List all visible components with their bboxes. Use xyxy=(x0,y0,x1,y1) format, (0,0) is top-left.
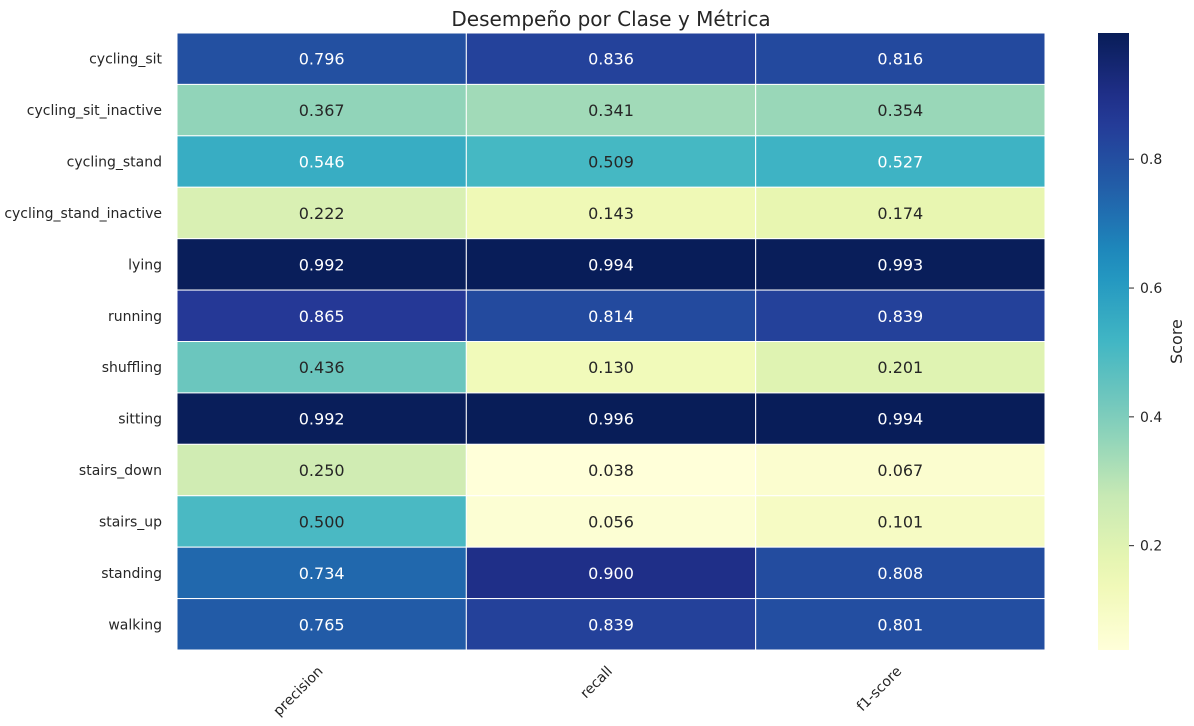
row-label: cycling_stand_inactive xyxy=(4,206,162,222)
cell-value-label: 0.865 xyxy=(299,307,345,326)
row-label: walking xyxy=(108,617,162,633)
heatmap-cell xyxy=(465,135,757,188)
heatmap-cell xyxy=(465,495,757,548)
cell-value-label: 0.367 xyxy=(299,101,345,120)
heatmap-cell xyxy=(755,83,1046,137)
colorbar-tick-label: 0.4 xyxy=(1140,410,1162,426)
row-label: stairs_up xyxy=(99,514,162,530)
heatmap-cell xyxy=(176,598,467,651)
heatmap-cell xyxy=(465,238,757,291)
cell-value-label: 0.354 xyxy=(877,101,923,120)
row-label: standing xyxy=(101,566,162,582)
cell-value-label: 0.808 xyxy=(877,564,923,583)
cell-value-label: 0.734 xyxy=(299,564,345,583)
heatmap-cell xyxy=(465,392,757,445)
cell-value-label: 0.993 xyxy=(877,255,923,274)
heatmap-cell xyxy=(176,83,467,137)
heatmap-cell xyxy=(755,598,1046,651)
colorbar-label: Score xyxy=(1167,319,1186,364)
row-label: sitting xyxy=(118,412,162,428)
cell-value-label: 0.250 xyxy=(299,461,345,480)
cell-value-label: 0.839 xyxy=(588,615,634,634)
cell-value-label: 0.143 xyxy=(588,204,634,223)
heatmap-cell xyxy=(755,289,1046,343)
cell-value-label: 0.222 xyxy=(299,204,345,223)
column-label: precision xyxy=(271,664,327,720)
colorbar-tick-label: 0.8 xyxy=(1140,152,1162,168)
cell-value-label: 0.996 xyxy=(588,410,634,429)
cell-value-label: 0.130 xyxy=(588,358,634,377)
heatmap-cell xyxy=(465,289,757,343)
cell-value-label: 0.038 xyxy=(588,461,634,480)
cell-value-label: 0.546 xyxy=(299,153,345,172)
cell-value-label: 0.056 xyxy=(588,512,634,531)
heatmap-cell xyxy=(176,495,467,548)
heatmap-cell xyxy=(465,598,757,651)
heatmap-cells: 0.796 0.836 0.816 0.367 0.341 0.354 0.546 0.509… xyxy=(176,32,1046,651)
cell-value-label: 0.067 xyxy=(877,461,923,480)
heatmap-cell xyxy=(755,341,1046,394)
heatmap-cell xyxy=(755,32,1046,85)
heatmap-cell xyxy=(176,289,467,343)
heatmap-cell xyxy=(755,443,1046,497)
column-label: recall xyxy=(578,664,616,702)
heatmap-cell xyxy=(755,392,1046,445)
colorbar: 0.2 0.4 0.6 0.8 Score xyxy=(1098,33,1186,650)
cell-value-label: 0.801 xyxy=(877,615,923,634)
heatmap-cell xyxy=(755,238,1046,291)
heatmap-cell xyxy=(465,32,757,85)
heatmap-cell xyxy=(176,392,467,445)
row-label: lying xyxy=(128,257,162,273)
row-labels: cycling_sit cycling_sit_inactive cycling_s… xyxy=(4,52,162,634)
heatmap-cell xyxy=(755,546,1046,600)
colorbar-tick-label: 0.2 xyxy=(1140,539,1162,555)
cell-value-label: 0.839 xyxy=(877,307,923,326)
heatmap-cell xyxy=(176,186,467,240)
heatmap-cell xyxy=(176,443,467,497)
cell-value-label: 0.500 xyxy=(299,512,345,531)
colorbar-gradient xyxy=(1098,33,1129,650)
cell-value-label: 0.900 xyxy=(588,564,634,583)
cell-value-label: 0.992 xyxy=(299,255,345,274)
cell-value-label: 0.814 xyxy=(588,307,634,326)
row-label: cycling_stand xyxy=(67,155,162,171)
column-labels: precision recall f1-score xyxy=(271,664,906,720)
cell-value-label: 0.436 xyxy=(299,358,345,377)
heatmap-cell xyxy=(176,341,467,394)
cell-value-label: 0.341 xyxy=(588,101,634,120)
row-label: shuffling xyxy=(102,360,162,376)
cell-value-label: 0.101 xyxy=(877,512,923,531)
cell-value-label: 0.994 xyxy=(877,410,923,429)
cell-value-label: 0.765 xyxy=(299,615,345,634)
heatmap-cell xyxy=(755,495,1046,548)
row-label: running xyxy=(108,309,162,325)
cell-value-label: 0.527 xyxy=(877,153,923,172)
cell-value-label: 0.992 xyxy=(299,410,345,429)
cell-value-label: 0.201 xyxy=(877,358,923,377)
cell-value-label: 0.509 xyxy=(588,153,634,172)
cell-value-label: 0.796 xyxy=(299,50,345,69)
chart-title: Desempeño por Clase y Métrica xyxy=(451,7,770,31)
row-label: cycling_sit_inactive xyxy=(27,103,162,119)
colorbar-tick-label: 0.6 xyxy=(1140,281,1162,297)
heatmap-cell xyxy=(465,341,757,394)
cell-value-label: 0.994 xyxy=(588,255,634,274)
heatmap-cell xyxy=(176,32,467,85)
heatmap-cell xyxy=(755,186,1046,240)
row-label: stairs_down xyxy=(79,463,162,479)
heatmap-cell xyxy=(176,238,467,291)
cell-value-label: 0.816 xyxy=(877,50,923,69)
heatmap-cell xyxy=(176,546,467,600)
cell-value-label: 0.174 xyxy=(877,204,923,223)
cell-value-label: 0.836 xyxy=(588,50,634,69)
row-label: cycling_sit xyxy=(89,52,162,68)
heatmap-cell xyxy=(465,83,757,137)
column-label: f1-score xyxy=(854,664,905,715)
